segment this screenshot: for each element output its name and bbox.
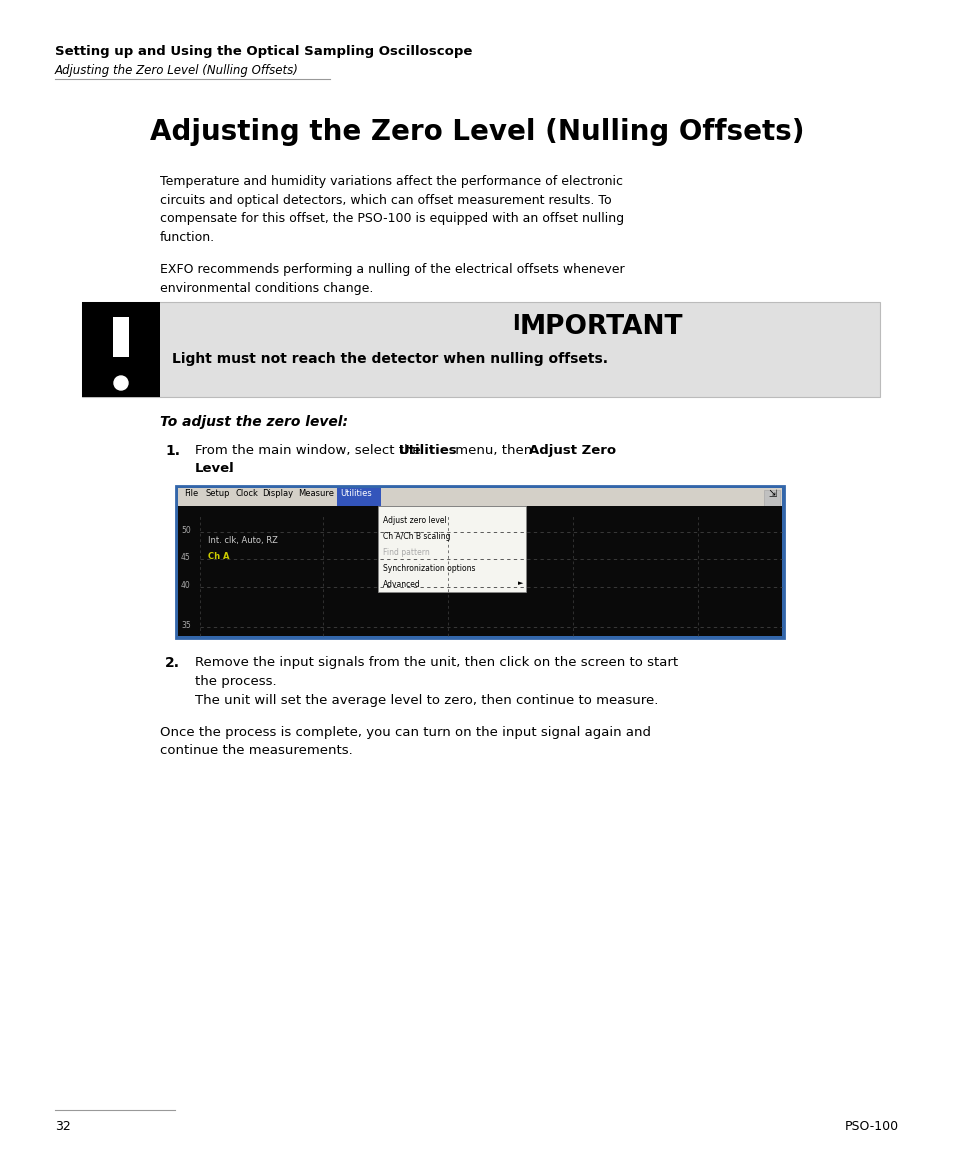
Text: Adjust zero level: Adjust zero level bbox=[382, 516, 446, 525]
Text: Display: Display bbox=[262, 489, 293, 498]
Text: 35: 35 bbox=[181, 621, 191, 630]
Text: PSO-100: PSO-100 bbox=[844, 1120, 898, 1134]
Text: Int. clk, Auto, RZ: Int. clk, Auto, RZ bbox=[208, 535, 277, 545]
Text: Synchronization options: Synchronization options bbox=[382, 564, 475, 573]
Text: Measure: Measure bbox=[297, 489, 334, 498]
Text: Adjusting the Zero Level (Nulling Offsets): Adjusting the Zero Level (Nulling Offset… bbox=[150, 118, 803, 146]
Text: 45: 45 bbox=[181, 553, 191, 562]
Text: ⇲: ⇲ bbox=[767, 489, 775, 500]
Bar bbox=[763, 490, 780, 506]
Text: Setting up and Using the Optical Sampling Oscilloscope: Setting up and Using the Optical Samplin… bbox=[55, 45, 472, 58]
Text: Remove the input signals from the unit, then click on the screen to start
the pr: Remove the input signals from the unit, … bbox=[194, 656, 678, 687]
Text: Find pattern: Find pattern bbox=[382, 548, 429, 557]
Bar bbox=[82, 302, 160, 398]
Text: Adjusting the Zero Level (Nulling Offsets): Adjusting the Zero Level (Nulling Offset… bbox=[55, 64, 298, 76]
Text: Advanced: Advanced bbox=[382, 580, 420, 589]
Text: 2.: 2. bbox=[165, 656, 180, 670]
Text: 40: 40 bbox=[181, 581, 191, 590]
Bar bbox=[82, 302, 879, 398]
Text: Ch A/Ch B scaling: Ch A/Ch B scaling bbox=[382, 532, 450, 541]
Text: File: File bbox=[184, 489, 198, 498]
Text: .: . bbox=[228, 462, 232, 475]
Text: I: I bbox=[512, 314, 519, 334]
Text: Once the process is complete, you can turn on the input signal again and
continu: Once the process is complete, you can tu… bbox=[160, 726, 650, 758]
Text: 1.: 1. bbox=[165, 444, 180, 458]
Bar bbox=[175, 486, 783, 637]
Text: Setup: Setup bbox=[206, 489, 231, 498]
Text: menu, then: menu, then bbox=[451, 444, 536, 457]
Text: Adjust Zero: Adjust Zero bbox=[529, 444, 616, 457]
Text: 50: 50 bbox=[181, 526, 191, 535]
Text: Utilities: Utilities bbox=[398, 444, 457, 457]
Text: Temperature and humidity variations affect the performance of electronic
circuit: Temperature and humidity variations affe… bbox=[160, 175, 623, 243]
Bar bbox=[178, 506, 781, 636]
Text: Level: Level bbox=[194, 462, 234, 475]
Text: Light must not reach the detector when nulling offsets.: Light must not reach the detector when n… bbox=[172, 352, 607, 366]
Text: 32: 32 bbox=[55, 1120, 71, 1134]
Text: MPORTANT: MPORTANT bbox=[519, 314, 682, 340]
Bar bbox=[377, 506, 525, 592]
Text: Ch A: Ch A bbox=[208, 552, 230, 561]
Text: ►: ► bbox=[517, 580, 523, 586]
Text: To adjust the zero level:: To adjust the zero level: bbox=[160, 415, 348, 429]
Bar bbox=[178, 488, 781, 506]
Text: EXFO recommends performing a nulling of the electrical offsets whenever
environm: EXFO recommends performing a nulling of … bbox=[160, 263, 624, 294]
Text: The unit will set the average level to zero, then continue to measure.: The unit will set the average level to z… bbox=[194, 694, 658, 707]
Bar bbox=[112, 318, 129, 357]
Text: From the main window, select the: From the main window, select the bbox=[194, 444, 424, 457]
Circle shape bbox=[113, 376, 128, 389]
Text: Utilities: Utilities bbox=[339, 489, 372, 498]
Bar bbox=[336, 488, 380, 506]
Text: Clock: Clock bbox=[235, 489, 258, 498]
